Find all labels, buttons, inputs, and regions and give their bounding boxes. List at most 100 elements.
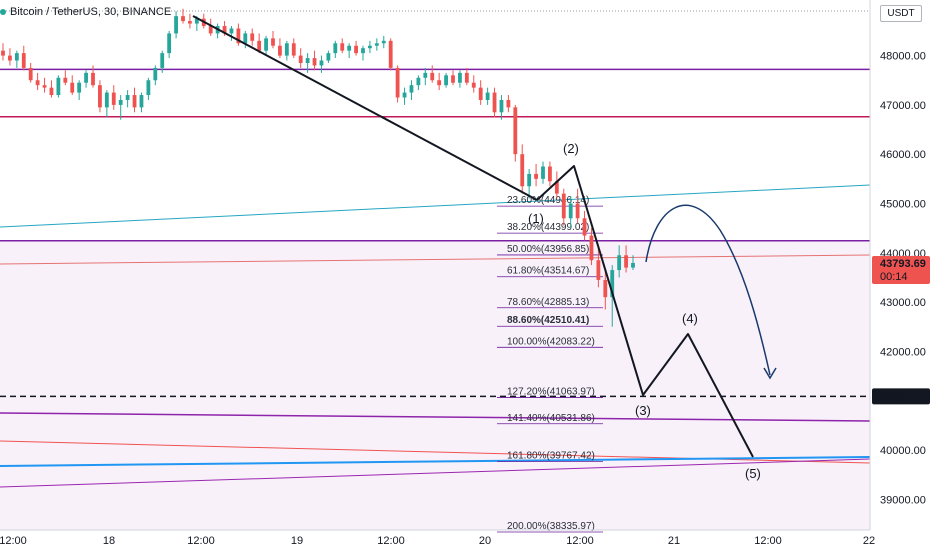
- currency-badge[interactable]: USDT: [880, 5, 922, 22]
- candle-body: [208, 26, 213, 34]
- price-tick-label: 39000.00: [880, 494, 926, 506]
- candle-body: [631, 262, 635, 268]
- candle-body: [527, 173, 532, 187]
- price-tick-label: 40000.00: [880, 445, 926, 457]
- candle-body: [111, 92, 116, 105]
- candle-body: [77, 82, 82, 93]
- candle-body: [139, 95, 144, 108]
- candle-body: [624, 255, 628, 268]
- candle-body: [236, 28, 241, 44]
- time-tick-label: 22: [863, 535, 875, 547]
- level-price-tag: [872, 388, 930, 405]
- wave-label-2: (2): [563, 141, 579, 156]
- candle-body: [63, 77, 68, 83]
- candle-body: [388, 40, 393, 68]
- time-tick-label: 19: [291, 535, 303, 547]
- time-tick-label: 12:00: [0, 535, 27, 547]
- candle-body: [104, 92, 109, 108]
- candle-body: [458, 72, 462, 83]
- time-tick-label: 12:00: [187, 535, 215, 547]
- candle-body: [444, 75, 448, 86]
- wave-label-1: (1): [528, 211, 544, 226]
- fib-level-label: 78.60%(42885.13): [507, 297, 589, 308]
- candle-body: [271, 38, 275, 46]
- candle-body: [312, 58, 317, 66]
- elliott-wave-path: [536, 165, 754, 458]
- candle-body: [222, 26, 227, 34]
- candle-body: [28, 67, 33, 81]
- sloped-red-line: [0, 254, 871, 265]
- candle-body: [347, 45, 352, 51]
- candle-body: [174, 16, 178, 34]
- candle-body: [188, 21, 192, 24]
- candle-body: [603, 279, 608, 298]
- price-tick-label: 45000.00: [880, 199, 926, 211]
- fib-level-label: 50.00%(43956.85): [507, 244, 589, 255]
- candle-body: [395, 67, 400, 98]
- level-price-value: 41087.19: [880, 391, 926, 403]
- candle-body: [146, 80, 151, 96]
- wave-label-4: (4): [682, 311, 698, 326]
- candle-body: [589, 235, 594, 261]
- candle-body: [319, 60, 324, 66]
- candle-body: [118, 99, 123, 105]
- candle-body: [478, 87, 483, 100]
- candle-body: [125, 95, 130, 100]
- downtrend-line: [192, 15, 538, 201]
- fib-level-label: 161.80%(39767.42): [507, 450, 595, 461]
- candle-body: [8, 55, 12, 61]
- fib-level-label: 61.80%(43514.67): [507, 266, 589, 277]
- candle-body: [1, 50, 5, 56]
- candle-body: [492, 92, 497, 113]
- candle-body: [451, 75, 455, 83]
- candle-body: [278, 45, 282, 56]
- time-tick-label: 12:00: [754, 535, 782, 547]
- bar-countdown: 00:14: [880, 271, 908, 283]
- candle-body: [298, 55, 303, 63]
- last-price-value: 43793.69: [880, 258, 926, 270]
- candle-body: [416, 77, 421, 86]
- price-tick-label: 42000.00: [880, 346, 926, 358]
- fib-level-label: 100.00%(42083.22): [507, 336, 595, 347]
- candle-body: [485, 92, 490, 100]
- symbol-title-text: Bitcoin / TetherUS, 30, BINANCE: [10, 6, 172, 18]
- rising-trendline: [0, 184, 871, 228]
- candle-body: [284, 43, 289, 56]
- candle-body: [437, 80, 442, 86]
- projection-arc: [645, 204, 771, 376]
- time-tick-label: 12:00: [377, 535, 405, 547]
- candle-body: [568, 203, 573, 219]
- projection-arrow-icon: [763, 367, 777, 380]
- candle-body: [181, 16, 185, 22]
- candle-body: [471, 82, 476, 88]
- candle-body: [561, 193, 566, 219]
- candle-body: [534, 173, 538, 179]
- fib-zone-fill: [0, 240, 870, 530]
- wave-label-5: (5): [745, 466, 761, 481]
- candle-body: [21, 53, 26, 68]
- fib-level-label: 88.60%(42510.41): [507, 315, 589, 326]
- candle-body: [499, 99, 504, 113]
- candle-body: [333, 43, 338, 54]
- candle-body: [194, 18, 199, 24]
- candle-body: [84, 72, 88, 83]
- purple-trendline: [0, 458, 871, 488]
- candle-body: [381, 40, 386, 44]
- candle-body: [617, 255, 622, 271]
- candle-body: [167, 33, 172, 54]
- symbol-title[interactable]: Bitcoin / TetherUS, 30, BINANCE: [0, 6, 171, 18]
- candle-body: [91, 72, 95, 86]
- candle-body: [153, 67, 158, 81]
- candle-body: [610, 270, 615, 298]
- sloped-purple-line: [0, 412, 871, 422]
- candle-body: [264, 38, 268, 51]
- candle-body: [98, 85, 102, 108]
- fib-level-label: 127.20%(41063.97): [507, 387, 595, 398]
- candle-body: [575, 203, 580, 219]
- candle-body: [368, 45, 372, 49]
- candle-body: [49, 87, 54, 96]
- candle-body: [340, 43, 345, 51]
- market-status-icon: [0, 9, 6, 16]
